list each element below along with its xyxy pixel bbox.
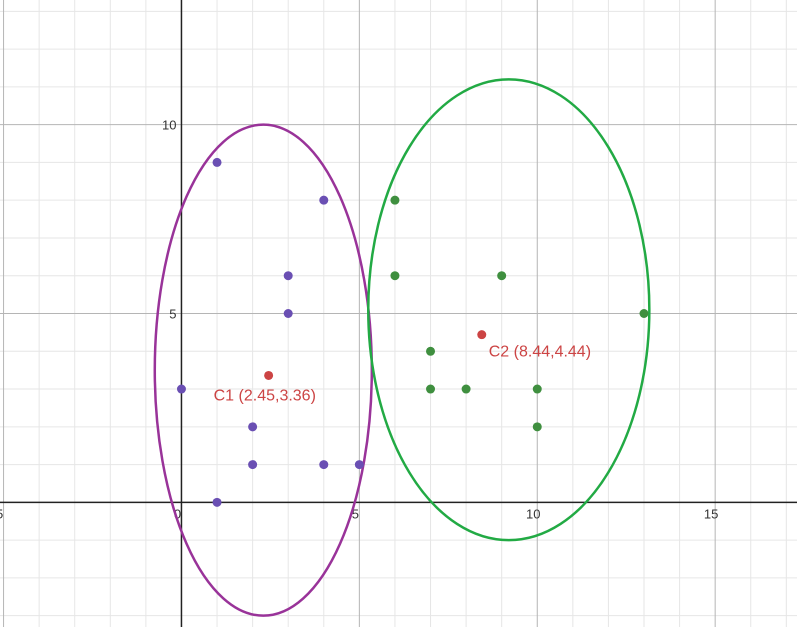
data-point-cluster-2 (639, 309, 649, 318)
data-point-cluster-2 (497, 271, 507, 281)
data-point-cluster-2 (390, 271, 400, 281)
data-point-cluster-1 (212, 157, 222, 167)
centroid-point (264, 370, 274, 380)
x-tick-label: 5 (352, 506, 359, 521)
centroids: C1 (2.45,3.36) C2 (8.44,4.44) (214, 330, 591, 404)
data-point-cluster-1 (248, 460, 258, 470)
y-tick-label: 10 (162, 118, 176, 133)
cluster-ellipse (153, 123, 374, 617)
cluster-ellipses (153, 78, 651, 617)
x-tick-label: 0 (174, 506, 181, 521)
y-tick-label: 5 (169, 307, 176, 322)
data-point-cluster-2 (390, 195, 400, 205)
data-point-cluster-2 (426, 346, 436, 356)
data-point-cluster-1 (319, 195, 329, 205)
x-tick-label: 5 (0, 506, 3, 521)
data-point-cluster-1 (319, 460, 329, 470)
data-point-cluster-1 (283, 271, 293, 281)
data-point-cluster-1 (176, 384, 186, 394)
centroid-label: C1 (2.45,3.36) (214, 387, 316, 404)
centroid-point (477, 330, 487, 340)
data-point-cluster-1 (248, 422, 258, 432)
data-point-cluster-2 (426, 384, 436, 394)
x-tick-label: 10 (526, 506, 540, 521)
tick-labels: 5 0 5 10 15 5 10 (0, 118, 718, 522)
data-point-cluster-1 (212, 497, 222, 507)
centroid-label: C2 (8.44,4.44) (489, 344, 591, 361)
data-point-cluster-1 (283, 309, 293, 318)
data-points (176, 157, 649, 507)
data-point-cluster-2 (532, 384, 542, 394)
cluster-ellipse (367, 78, 651, 542)
data-point-cluster-2 (461, 384, 471, 394)
x-tick-label: 15 (704, 506, 718, 521)
data-point-cluster-1 (354, 460, 364, 470)
data-point-cluster-2 (532, 422, 542, 432)
